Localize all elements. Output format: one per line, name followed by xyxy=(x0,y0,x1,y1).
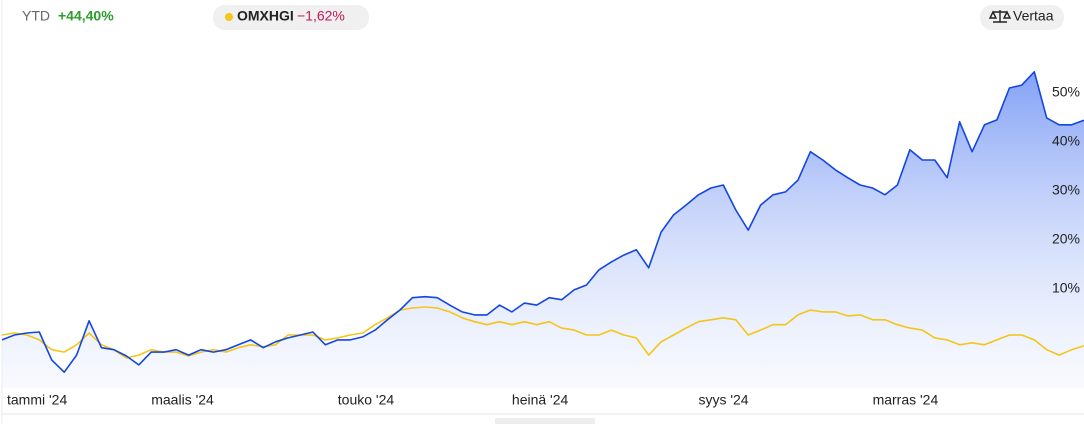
x-tick-label: touko '24 xyxy=(338,392,395,408)
x-tick-label: tammi '24 xyxy=(7,392,67,408)
benchmark-change: −1,62% xyxy=(297,8,345,24)
scroll-handle xyxy=(495,418,595,424)
x-tick-label: syys '24 xyxy=(698,392,748,408)
change: +44,40% xyxy=(58,8,114,24)
x-tick-label: marras '24 xyxy=(873,392,939,408)
compare-button[interactable] xyxy=(980,5,1064,30)
period-label: YTD xyxy=(22,8,50,24)
y-tick-label: 40% xyxy=(1052,133,1080,149)
x-tick-label: heinä '24 xyxy=(512,392,569,408)
benchmark-pill[interactable] xyxy=(213,5,369,30)
y-tick-label: 50% xyxy=(1052,84,1080,100)
area xyxy=(2,71,1084,389)
x-tick-label: maalis '24 xyxy=(151,392,214,408)
y-tick-label: 10% xyxy=(1052,280,1080,296)
line xyxy=(1,71,1084,373)
y-tick-label: 20% xyxy=(1052,231,1080,247)
benchmark-dot xyxy=(225,13,233,21)
line xyxy=(1,306,1084,359)
compare-icon xyxy=(988,10,1012,23)
benchmark-name: OMXHGI xyxy=(237,8,294,24)
compare-label: Vertaa xyxy=(1013,8,1054,24)
y-tick-label: 30% xyxy=(1052,182,1080,198)
